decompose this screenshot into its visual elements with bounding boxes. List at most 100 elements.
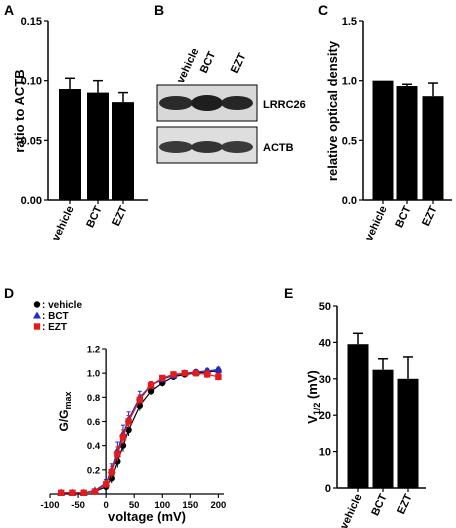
blot-lane-label-bct: BCT: [198, 49, 219, 75]
y-axis-label: ratio to ACTB: [12, 69, 27, 152]
y-axis-label: relative optical density: [325, 40, 340, 181]
chart-d: -100 -50 0 50 100 150 200 0.2 0.4 0.6 0.8 1.0 1.2 vol…: [33, 300, 226, 524]
bar: [372, 80, 394, 200]
bar: [87, 92, 109, 200]
bar: [396, 86, 418, 200]
x-category-label: BCT: [369, 492, 390, 518]
chart-e: 0 10 20 30 40 50 vehicle BCT EZT V1/2 (mV): [305, 301, 426, 528]
y-tick-label: 0.05: [21, 135, 42, 147]
y-tick-label: 40: [319, 337, 331, 349]
data-point-EZT: [136, 396, 144, 403]
y-tick-label: 0.4: [87, 441, 101, 452]
bar: [59, 89, 81, 200]
x-category-label: vehicle: [338, 492, 365, 528]
y-tick-label: 1.0: [87, 369, 100, 380]
x-category-label: BCT: [84, 204, 105, 230]
blot-band: [221, 96, 253, 110]
x-tick-label: 200: [210, 500, 226, 511]
blot-band: [221, 141, 253, 153]
blot-band: [191, 95, 223, 111]
data-point-EZT: [114, 450, 121, 458]
legend-marker-vehicle: [33, 301, 41, 308]
y-tick-label: 0.15: [21, 16, 42, 28]
x-category-label: EZT: [110, 204, 130, 228]
blot-lane-label-vehicle: vehicle: [175, 46, 202, 85]
y-tick-label: 0: [325, 483, 331, 495]
y-axis-label: V1/2 (mV): [305, 370, 322, 424]
blot-band: [159, 141, 193, 153]
bar: [347, 344, 369, 488]
panel-label-b: B: [154, 2, 164, 18]
data-point-EZT: [215, 373, 222, 380]
x-category-label: BCT: [393, 204, 414, 230]
series-line-BCT: [61, 368, 219, 494]
x-tick-label: -100: [40, 500, 59, 511]
panel-label-e: E: [284, 285, 293, 301]
data-point-EZT: [91, 488, 99, 495]
y-tick-label: 1.0: [342, 76, 357, 88]
data-point-EZT: [181, 369, 188, 377]
y-tick-label: 0.10: [21, 76, 42, 88]
x-category-label: vehicle: [363, 204, 390, 243]
x-axis-label: voltage (mV): [108, 509, 186, 524]
panel-label-c: C: [318, 2, 328, 18]
y-tick-label: 1.2: [87, 345, 100, 356]
legend-marker-EZT: [33, 323, 41, 330]
y-tick-label: 10: [319, 447, 331, 459]
data-point-EZT: [80, 489, 87, 496]
legend-label-EZT: : EZT: [42, 322, 67, 333]
y-tick-label: 20: [319, 410, 331, 422]
x-tick-label: 0: [103, 500, 108, 511]
x-category-label: vehicle: [50, 204, 77, 243]
western-blot: vehicle BCT EZT LRRC26 ACTB: [156, 46, 306, 164]
y-tick-label: 0.2: [87, 465, 100, 476]
bar: [397, 378, 419, 488]
blot-band: [159, 96, 193, 110]
data-point-EZT: [69, 489, 76, 496]
y-tick-label: 30: [319, 374, 331, 386]
blot-band-label-lrrc26: LRRC26: [263, 99, 306, 111]
series-line-vehicle: [61, 370, 219, 494]
data-point-EZT: [125, 418, 132, 425]
y-tick-label: 1.5: [342, 16, 357, 28]
y-tick-label: 0.0: [342, 195, 357, 207]
blot-band-label-actb: ACTB: [263, 142, 294, 154]
data-point-vehicle: [119, 442, 127, 449]
x-tick-label: -50: [71, 500, 85, 511]
data-point-EZT: [203, 371, 211, 378]
bar: [372, 369, 394, 488]
data-point-EZT: [159, 374, 166, 382]
x-category-label: EZT: [395, 492, 415, 516]
data-point-EZT: [108, 469, 115, 476]
bar: [112, 102, 134, 200]
bar: [422, 96, 444, 200]
x-tick-label: 150: [182, 500, 198, 511]
y-axis-label: G/Gmax: [57, 391, 73, 431]
y-tick-label: 0.6: [87, 417, 100, 428]
x-category-label: EZT: [420, 204, 440, 228]
y-tick-label: 50: [319, 301, 331, 313]
data-point-EZT: [170, 371, 177, 378]
data-point-EZT: [192, 369, 200, 377]
y-tick-label: 0.8: [87, 393, 100, 404]
y-tick-label: 0.5: [342, 135, 357, 147]
blot-lane-label-ezt: EZT: [229, 51, 249, 75]
data-point-EZT: [119, 434, 127, 441]
legend-label-BCT: : BCT: [42, 311, 69, 322]
data-point-vehicle: [125, 426, 132, 434]
blot-band: [191, 141, 223, 153]
data-point-EZT: [102, 481, 110, 488]
chart-a: 0.00 0.05 0.10 0.15 vehicle BCT EZT ratio to AC…: [12, 16, 148, 243]
legend-label-vehicle: : vehicle: [42, 300, 82, 311]
x-tick-label: 50: [129, 500, 140, 511]
panel-label-d: D: [4, 285, 14, 301]
x-tick-label: 100: [154, 500, 170, 511]
data-point-vehicle: [147, 388, 155, 395]
y-tick-label: 0.00: [21, 195, 42, 207]
chart-c: 0.0 0.5 1.0 1.5 vehicle BCT EZT relative optica…: [325, 16, 452, 243]
legend-marker-BCT: [33, 311, 41, 319]
panel-label-a: A: [4, 2, 14, 18]
data-point-EZT: [147, 382, 155, 389]
data-point-EZT: [58, 489, 65, 496]
